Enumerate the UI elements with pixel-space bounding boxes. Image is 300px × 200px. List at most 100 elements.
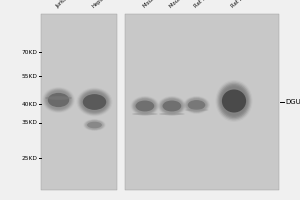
Ellipse shape [191,102,202,108]
Text: Rat brain: Rat brain [231,0,252,9]
Ellipse shape [42,87,75,113]
Ellipse shape [136,100,154,112]
Ellipse shape [136,100,154,112]
Ellipse shape [49,93,68,107]
Ellipse shape [189,100,204,110]
Text: HepG2: HepG2 [91,0,108,9]
Ellipse shape [81,91,108,113]
Ellipse shape [44,89,73,111]
Ellipse shape [84,94,105,110]
Ellipse shape [82,92,107,112]
Ellipse shape [87,96,102,108]
Ellipse shape [130,96,159,116]
Ellipse shape [161,98,183,114]
Ellipse shape [158,97,185,115]
Ellipse shape [190,101,202,109]
Ellipse shape [76,88,112,116]
Ellipse shape [159,97,184,115]
Ellipse shape [184,109,208,111]
Ellipse shape [135,99,155,113]
Ellipse shape [227,93,241,109]
Ellipse shape [53,96,64,104]
Ellipse shape [80,90,109,114]
Ellipse shape [89,122,100,128]
Ellipse shape [84,119,105,131]
Ellipse shape [222,89,246,113]
Text: Mouse kidney: Mouse kidney [169,0,200,9]
Text: 40KD: 40KD [22,102,38,106]
Ellipse shape [90,123,99,127]
Ellipse shape [48,92,69,108]
Ellipse shape [219,84,249,118]
Ellipse shape [185,98,208,112]
Ellipse shape [52,95,65,105]
Ellipse shape [218,83,250,119]
Ellipse shape [163,100,181,112]
Ellipse shape [187,99,206,111]
Ellipse shape [132,97,158,115]
Text: Mouse heart: Mouse heart [142,0,170,9]
Ellipse shape [158,96,186,116]
Text: 70KD: 70KD [22,49,38,54]
Ellipse shape [47,91,70,109]
Ellipse shape [162,99,182,113]
Ellipse shape [48,93,69,107]
Ellipse shape [43,88,74,112]
Ellipse shape [222,88,246,114]
Ellipse shape [184,97,209,113]
Ellipse shape [163,100,181,112]
Ellipse shape [215,80,253,122]
Ellipse shape [228,94,240,108]
Ellipse shape [87,121,102,129]
Ellipse shape [131,97,158,115]
Ellipse shape [50,94,67,106]
Ellipse shape [164,100,180,112]
Ellipse shape [85,95,103,109]
Ellipse shape [89,98,100,106]
Text: DGUOK: DGUOK [285,99,300,105]
Ellipse shape [217,81,251,121]
Ellipse shape [166,102,178,110]
Ellipse shape [188,99,205,111]
Ellipse shape [45,89,72,111]
Ellipse shape [91,123,98,127]
Ellipse shape [220,85,248,117]
Ellipse shape [87,122,102,128]
Ellipse shape [79,89,110,115]
Ellipse shape [88,97,101,107]
Ellipse shape [221,87,247,115]
Bar [124,14,279,190]
Ellipse shape [46,90,71,110]
Ellipse shape [140,103,149,109]
Text: Rat liver: Rat liver [193,0,213,9]
Ellipse shape [88,122,101,128]
Ellipse shape [86,120,103,130]
Ellipse shape [140,102,150,110]
Ellipse shape [85,120,104,130]
Ellipse shape [132,113,158,115]
Ellipse shape [192,102,201,108]
Text: 25KD: 25KD [22,156,38,160]
Ellipse shape [83,94,106,110]
Text: Jurkat: Jurkat [55,0,70,9]
Ellipse shape [183,96,210,114]
Ellipse shape [83,119,106,131]
Ellipse shape [137,100,153,112]
Ellipse shape [225,90,243,112]
Ellipse shape [134,98,156,114]
Ellipse shape [78,88,111,116]
Ellipse shape [138,101,152,111]
Ellipse shape [133,98,157,114]
Bar [40,14,117,190]
Ellipse shape [188,100,205,110]
Ellipse shape [87,121,102,129]
Ellipse shape [160,98,184,114]
Ellipse shape [186,98,207,112]
Ellipse shape [51,94,66,106]
Ellipse shape [167,102,177,110]
Ellipse shape [190,100,203,110]
Ellipse shape [185,97,208,113]
Ellipse shape [45,96,72,100]
Text: 35KD: 35KD [22,120,38,126]
Ellipse shape [165,101,179,111]
